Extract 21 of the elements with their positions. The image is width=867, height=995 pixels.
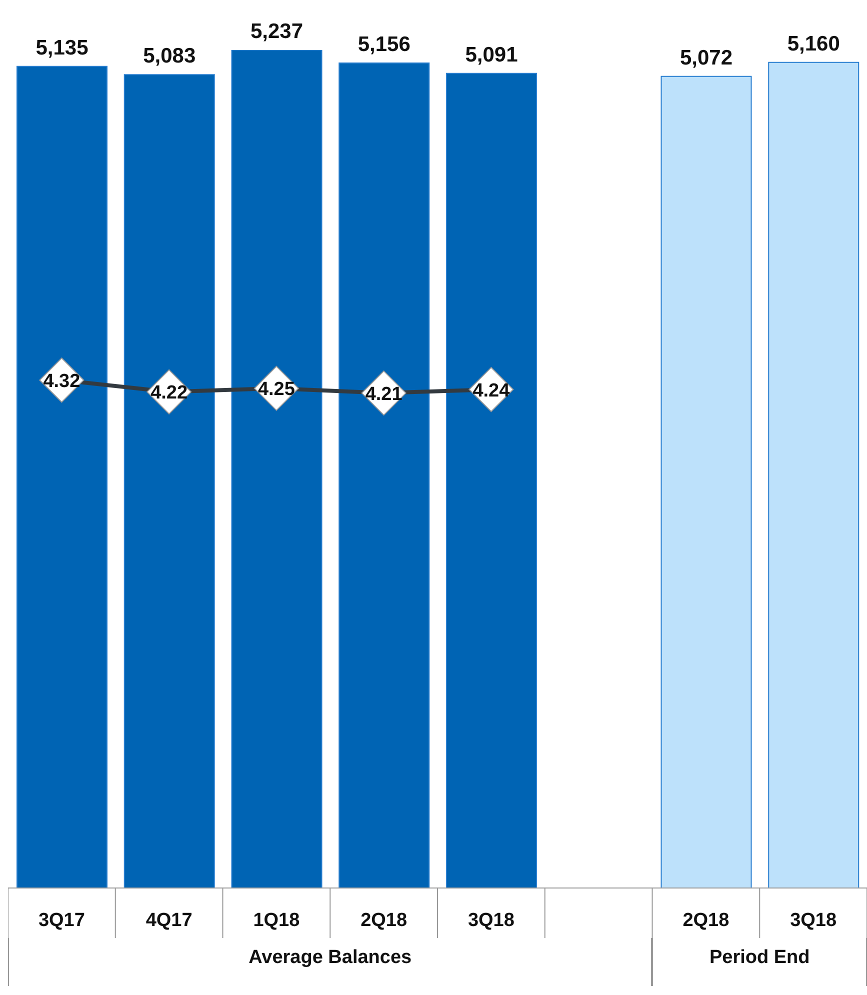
data-label: 5,237: [250, 20, 304, 43]
data-label: 5,156: [358, 32, 410, 56]
data-label: 4.21: [365, 384, 403, 405]
x-tick-label: 2Q18: [682, 910, 730, 931]
x-tick-label: 3Q18: [468, 910, 514, 931]
data-label: 5,135: [36, 36, 89, 60]
data-label: 4.24: [472, 380, 510, 402]
data-label: 4.32: [43, 370, 80, 392]
text: Average Balances: [8, 938, 652, 986]
x-tick-label: 1Q18: [253, 910, 300, 931]
data-label: 4.22: [150, 382, 188, 404]
x-tick-label: 3Q18: [790, 910, 837, 931]
x-tick-label: 2Q18: [360, 910, 408, 931]
data-label: 5,160: [787, 32, 840, 56]
text: Period End: [652, 938, 867, 986]
data-label: 5,091: [465, 43, 518, 66]
data-label: 5,083: [143, 44, 196, 68]
x-tick-label: 4Q17: [146, 910, 192, 931]
x-tick-label: 3Q17: [38, 910, 85, 931]
data-label: 4.25: [258, 379, 296, 400]
data-label: 5,072: [680, 46, 733, 70]
